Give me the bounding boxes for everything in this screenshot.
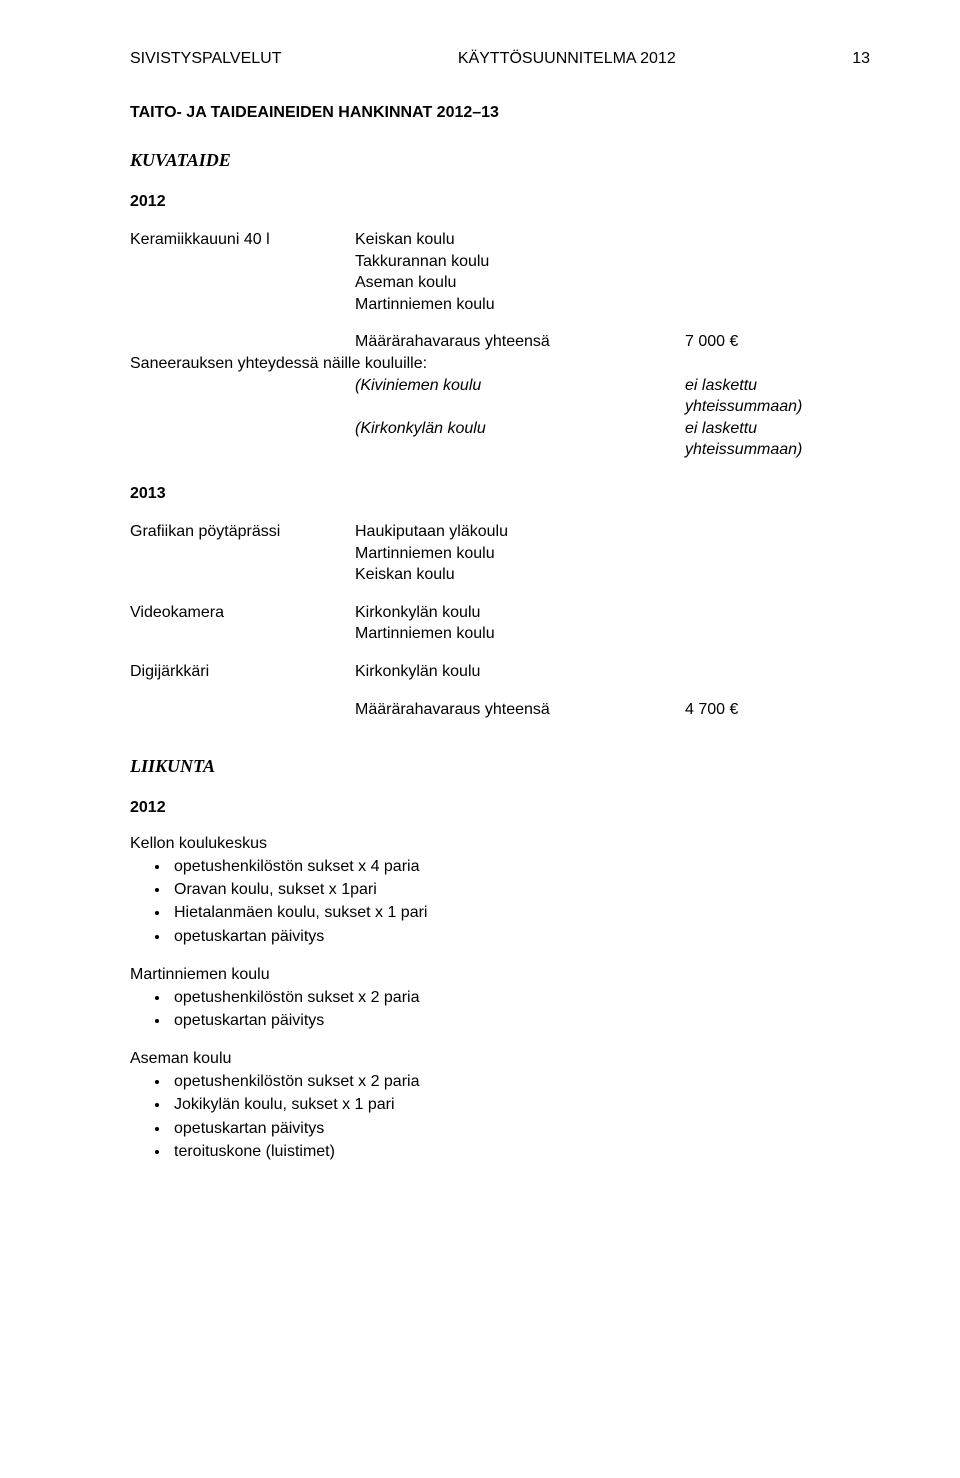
- school: Keiskan koulu: [355, 564, 685, 586]
- saneeraus-left: (Kirkonkylän koulu: [355, 418, 685, 461]
- item-row: Digijärkkäri Kirkonkylän koulu: [130, 661, 870, 683]
- allocation-value: 7 000 €: [685, 331, 870, 353]
- main-title: TAITO- JA TAIDEAINEIDEN HANKINNAT 2012–1…: [130, 104, 870, 122]
- school: Takkurannan koulu: [355, 251, 685, 273]
- list-item: opetushenkilöstön sukset x 2 paria: [170, 986, 870, 1009]
- allocation-label: Määrärahavaraus yhteensä: [355, 699, 685, 721]
- list-item: opetuskartan päivitys: [170, 1117, 870, 1140]
- item-schools: Keiskan koulu Takkurannan koulu Aseman k…: [355, 229, 685, 315]
- saneeraus-right: ei laskettu yhteissummaan): [685, 418, 870, 461]
- school: Keiskan koulu: [355, 229, 685, 251]
- item-label: Keramiikkauuni 40 l: [130, 229, 355, 315]
- year-2013-kuvataide: 2013: [130, 485, 870, 503]
- list-item: teroituskone (luistimet): [170, 1140, 870, 1163]
- saneeraus-left: (Kiviniemen koulu: [355, 375, 685, 418]
- list-item: opetushenkilöstön sukset x 2 paria: [170, 1070, 870, 1093]
- item-row: Videokamera Kirkonkylän koulu Martinniem…: [130, 602, 870, 645]
- list-item: opetuskartan päivitys: [170, 1009, 870, 1032]
- saneeraus-row: (Kirkonkylän koulu ei laskettu yhteissum…: [130, 418, 870, 461]
- allocation-row: Määrärahavaraus yhteensä 7 000 €: [130, 331, 870, 353]
- allocation-label: Määrärahavaraus yhteensä: [355, 331, 685, 353]
- header-center: KÄYTTÖSUUNNITELMA 2012: [458, 50, 676, 68]
- item-row: Grafiikan pöytäprässi Haukiputaan yläkou…: [130, 521, 870, 586]
- allocation-row: Määrärahavaraus yhteensä 4 700 €: [130, 699, 870, 721]
- school: Martinniemen koulu: [355, 294, 685, 316]
- saneeraus-text: Saneerauksen yhteydessä näille kouluille…: [130, 353, 427, 375]
- item-row: Keramiikkauuni 40 l Keiskan koulu Takkur…: [130, 229, 870, 315]
- item-schools: Kirkonkylän koulu Martinniemen koulu: [355, 602, 685, 645]
- list-item: Oravan koulu, sukset x 1pari: [170, 878, 870, 901]
- list-item: Jokikylän koulu, sukset x 1 pari: [170, 1093, 870, 1116]
- section-liikunta-heading: LIIKUNTA: [130, 756, 870, 777]
- item-label: Videokamera: [130, 602, 355, 645]
- saneeraus-intro: Saneerauksen yhteydessä näille kouluille…: [130, 353, 870, 375]
- school: Kirkonkylän koulu: [355, 602, 685, 624]
- group-list: opetushenkilöstön sukset x 4 paria Orava…: [130, 855, 870, 948]
- school: Kirkonkylän koulu: [355, 661, 685, 683]
- page: SIVISTYSPALVELUT KÄYTTÖSUUNNITELMA 2012 …: [0, 0, 960, 1478]
- item-label: Grafiikan pöytäprässi: [130, 521, 355, 586]
- school: Martinniemen koulu: [355, 543, 685, 565]
- group-list: opetushenkilöstön sukset x 2 paria Jokik…: [130, 1070, 870, 1163]
- item-schools: Haukiputaan yläkoulu Martinniemen koulu …: [355, 521, 685, 586]
- school: Aseman koulu: [355, 272, 685, 294]
- item-label: Digijärkkäri: [130, 661, 355, 683]
- school: Martinniemen koulu: [355, 623, 685, 645]
- group-title: Kellon koulukeskus: [130, 835, 870, 853]
- header-left: SIVISTYSPALVELUT: [130, 50, 281, 68]
- item-schools: Kirkonkylän koulu: [355, 661, 685, 683]
- list-item: opetuskartan päivitys: [170, 925, 870, 948]
- school: Haukiputaan yläkoulu: [355, 521, 685, 543]
- saneeraus-right: ei laskettu yhteissummaan): [685, 375, 870, 418]
- section-kuvataide-heading: KUVATAIDE: [130, 150, 870, 171]
- group-list: opetushenkilöstön sukset x 2 paria opetu…: [130, 986, 870, 1032]
- year-2012-kuvataide: 2012: [130, 193, 870, 211]
- year-2012-liikunta: 2012: [130, 799, 870, 817]
- header-right: 13: [852, 50, 870, 68]
- allocation-value: 4 700 €: [685, 699, 870, 721]
- list-item: opetushenkilöstön sukset x 4 paria: [170, 855, 870, 878]
- saneeraus-row: (Kiviniemen koulu ei laskettu yhteissumm…: [130, 375, 870, 418]
- group-title: Martinniemen koulu: [130, 966, 870, 984]
- page-header: SIVISTYSPALVELUT KÄYTTÖSUUNNITELMA 2012 …: [130, 50, 870, 68]
- group-title: Aseman koulu: [130, 1050, 870, 1068]
- list-item: Hietalanmäen koulu, sukset x 1 pari: [170, 901, 870, 924]
